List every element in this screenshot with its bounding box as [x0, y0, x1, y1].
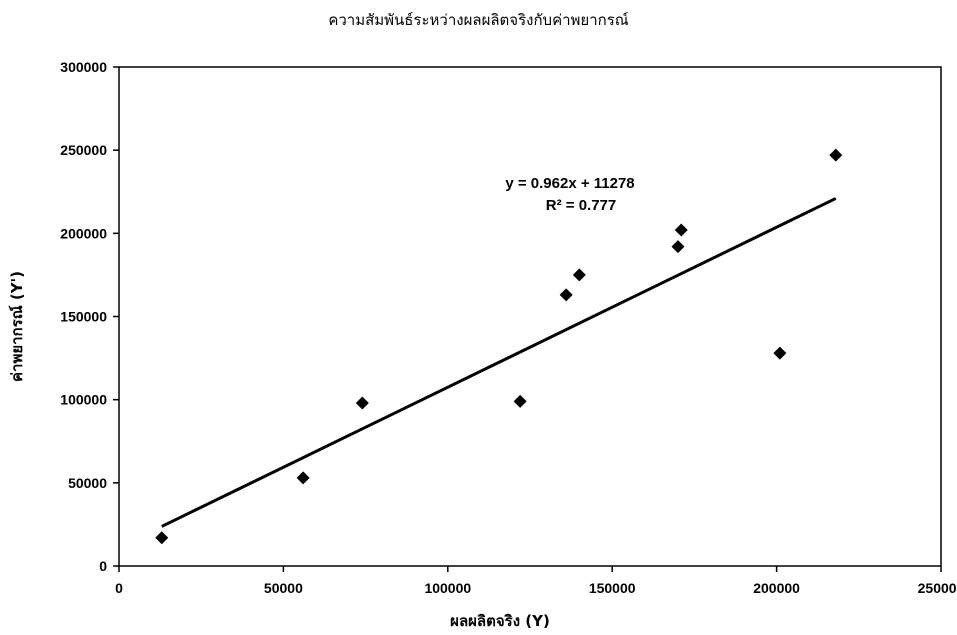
y-tick-label: 200000: [60, 225, 107, 241]
x-tick-label: 50000: [264, 580, 303, 596]
data-point: [829, 149, 842, 162]
data-point: [671, 240, 684, 253]
data-point: [514, 395, 527, 408]
y-tick-label: 300000: [60, 59, 107, 75]
y-tick-label: 50000: [68, 475, 107, 491]
data-point: [297, 471, 310, 484]
x-tick-label: 100000: [424, 580, 471, 596]
trendline: [162, 198, 836, 526]
y-tick-label: 250000: [60, 142, 107, 158]
x-tick-label: 200000: [753, 580, 800, 596]
y-axis-title: ค่าพยากรณ์ (Y'): [8, 271, 26, 382]
data-point: [356, 396, 369, 409]
x-tick-label: 0: [115, 580, 123, 596]
trendline-r2: R² = 0.777: [546, 197, 616, 214]
y-tick-label: 0: [99, 558, 107, 574]
y-tick-label: 150000: [60, 309, 107, 325]
data-point: [773, 347, 786, 360]
plot-area-frame: [119, 67, 941, 566]
x-tick-label: 250000: [918, 580, 957, 596]
x-axis-title: ผลผลิตจริง (Y): [450, 612, 550, 630]
data-point: [560, 288, 573, 301]
data-point: [573, 268, 586, 281]
x-tick-label: 150000: [589, 580, 636, 596]
trendline-equation: y = 0.962x + 11278: [505, 175, 634, 192]
data-point: [155, 531, 168, 544]
y-tick-label: 100000: [60, 392, 107, 408]
data-point: [675, 224, 688, 237]
